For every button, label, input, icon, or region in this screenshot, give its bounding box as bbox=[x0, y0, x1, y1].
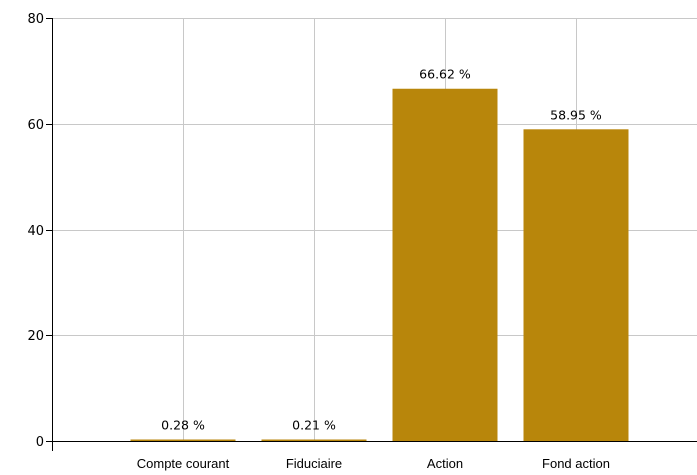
x-tick-label: Fiduciaire bbox=[286, 456, 342, 471]
bar-compte-courant bbox=[130, 439, 236, 441]
bar-fond-action bbox=[523, 129, 629, 441]
data-label: 0.28 % bbox=[161, 418, 205, 433]
y-tick-label: 60 bbox=[27, 118, 44, 133]
data-label: 58.95 % bbox=[550, 107, 602, 122]
data-labels: 0.28 % 0.21 % 66.62 % 58.95 % bbox=[161, 67, 602, 433]
x-tick-label: Action bbox=[427, 456, 463, 471]
data-label: 66.62 % bbox=[419, 67, 471, 82]
x-tick-label: Compte courant bbox=[137, 456, 230, 471]
x-tick-label: Fond action bbox=[542, 456, 610, 471]
y-tick-label: 20 bbox=[27, 329, 44, 344]
bar-action bbox=[392, 88, 498, 441]
axes: 0 20 40 60 80 Compte courant Fiduciaire Action F… bbox=[27, 12, 697, 471]
bars bbox=[130, 88, 629, 441]
y-tick-label: 0 bbox=[36, 435, 44, 450]
data-label: 0.21 % bbox=[292, 418, 336, 433]
bar-fiduciaire bbox=[261, 439, 367, 441]
y-tick-label: 40 bbox=[27, 224, 44, 239]
y-tick-label: 80 bbox=[27, 12, 44, 27]
